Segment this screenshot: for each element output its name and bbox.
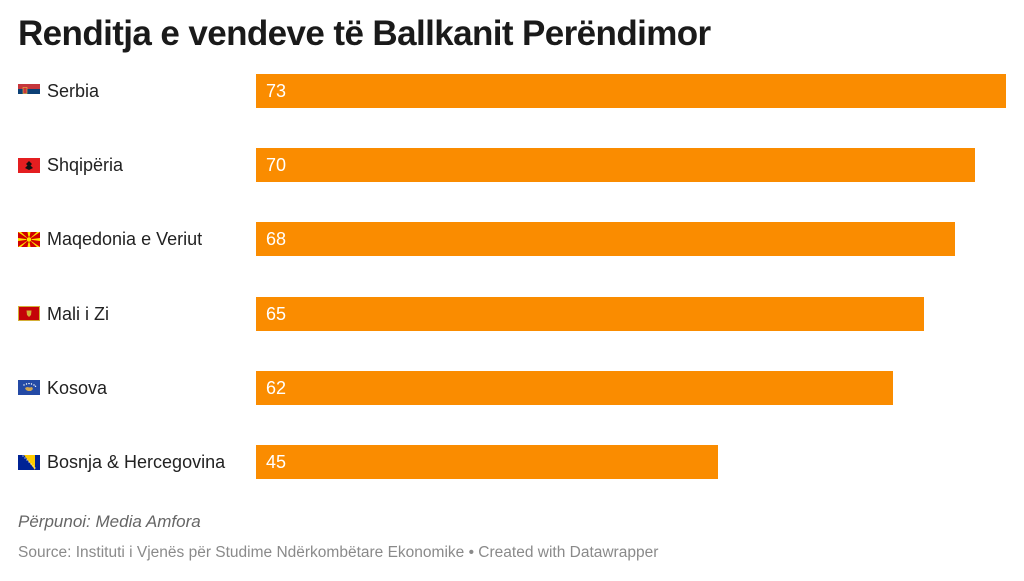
kosovo-flag-icon bbox=[18, 380, 40, 396]
category-label-text: Bosnja & Hercegovina bbox=[47, 452, 226, 472]
bar bbox=[256, 445, 719, 479]
bar-row: Bosnja & Hercegovina 45 bbox=[0, 445, 1024, 485]
bar-row: Shqipëria 70 bbox=[0, 148, 1024, 188]
serbia-flag-icon bbox=[18, 83, 40, 99]
bar-value-label: 70 bbox=[266, 155, 287, 176]
category-label: Kosova bbox=[18, 371, 107, 405]
bar-value-label: 65 bbox=[266, 303, 287, 324]
chart-title: Renditja e vendeve të Ballkanit Perëndim… bbox=[18, 14, 711, 53]
bar-chart: Serbia 73 Shqipëria 70 Maqedonia e Veriut 68 M… bbox=[0, 70, 1024, 500]
bar bbox=[256, 370, 893, 405]
bar bbox=[256, 222, 955, 257]
bar-value-label: 68 bbox=[266, 229, 287, 250]
category-label-text: Shqipëria bbox=[47, 155, 124, 176]
bar-row: Maqedonia e Veriut 68 bbox=[0, 222, 1024, 262]
category-label-text: Maqedonia e Veriut bbox=[47, 229, 203, 250]
bar bbox=[256, 74, 1006, 108]
category-label: Shqipëria bbox=[18, 148, 123, 182]
category-label-text: Serbia bbox=[47, 81, 100, 101]
bosnia-flag-icon bbox=[18, 454, 40, 470]
bar bbox=[256, 296, 924, 331]
bar-value-label: 45 bbox=[266, 452, 287, 472]
category-label: Mali i Zi bbox=[18, 297, 109, 331]
category-label: Maqedonia e Veriut bbox=[18, 222, 202, 256]
bar-row: Serbia 73 bbox=[0, 74, 1024, 114]
category-label-text: Mali i Zi bbox=[47, 303, 109, 324]
albania-flag-icon bbox=[18, 157, 40, 173]
credit-note: Përpunoi: Media Amfora bbox=[18, 512, 201, 531]
bar-value-label: 73 bbox=[266, 81, 287, 101]
montenegro-flag-icon bbox=[18, 306, 40, 322]
source-note: Source: Instituti i Vjenës për Studime N… bbox=[18, 544, 659, 561]
north-macedonia-flag-icon bbox=[18, 231, 40, 247]
category-label: Serbia bbox=[18, 74, 99, 108]
bar bbox=[256, 148, 976, 183]
category-label: Bosnja & Hercegovina bbox=[18, 445, 225, 479]
bar-row: Kosova 62 bbox=[0, 370, 1024, 411]
category-label-text: Kosova bbox=[47, 377, 108, 398]
bar-value-label: 62 bbox=[266, 377, 287, 398]
bar-row: Mali i Zi 65 bbox=[0, 296, 1024, 337]
